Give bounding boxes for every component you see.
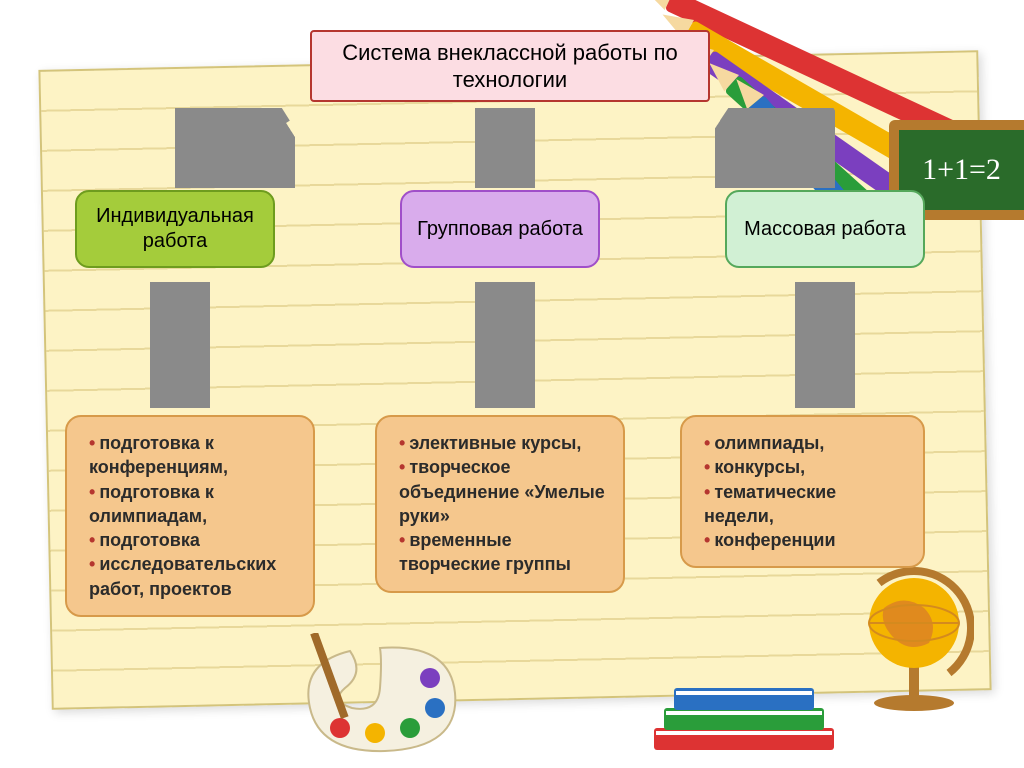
list-item: творческое объединение «Умелые руки» [399, 455, 607, 528]
arrow-icon [475, 278, 535, 408]
detail-mass: олимпиады, конкурсы, тематические недели… [680, 415, 925, 568]
title-text: Система внеклассной работы по технологии [326, 39, 694, 94]
category-mass: Массовая работа [725, 190, 925, 268]
category-label: Массовая работа [744, 217, 906, 242]
list-item: конкурсы, [704, 455, 907, 479]
list-item: олимпиады, [704, 431, 907, 455]
arrow-icon [715, 108, 835, 188]
category-label: Групповая работа [417, 217, 583, 242]
arrow-icon [795, 278, 855, 408]
detail-list: олимпиады, конкурсы, тематические недели… [704, 431, 907, 552]
detail-list: элективные курсы, творческое объединение… [399, 431, 607, 577]
category-label: Индивидуальная работа [91, 204, 259, 254]
category-individual: Индивидуальная работа [75, 190, 275, 268]
title-box: Система внеклассной работы по технологии [310, 30, 710, 102]
arrow-icon [175, 108, 295, 188]
arrow-icon [475, 108, 535, 188]
list-item: конференции [704, 528, 907, 552]
detail-individual: подготовка к конференциям, подготовка к … [65, 415, 315, 617]
list-item: подготовка к конференциям, [89, 431, 297, 480]
list-item: подготовка к олимпиадам, [89, 480, 297, 529]
list-item: подготовка [89, 528, 297, 552]
arrow-icon [150, 278, 210, 408]
list-item: элективные курсы, [399, 431, 607, 455]
detail-group: элективные курсы, творческое объединение… [375, 415, 625, 593]
list-item: исследовательских работ, проектов [89, 552, 297, 601]
list-item: тематические недели, [704, 480, 907, 529]
category-group: Групповая работа [400, 190, 600, 268]
list-item: временные творческие группы [399, 528, 607, 577]
detail-list: подготовка к конференциям, подготовка к … [89, 431, 297, 601]
